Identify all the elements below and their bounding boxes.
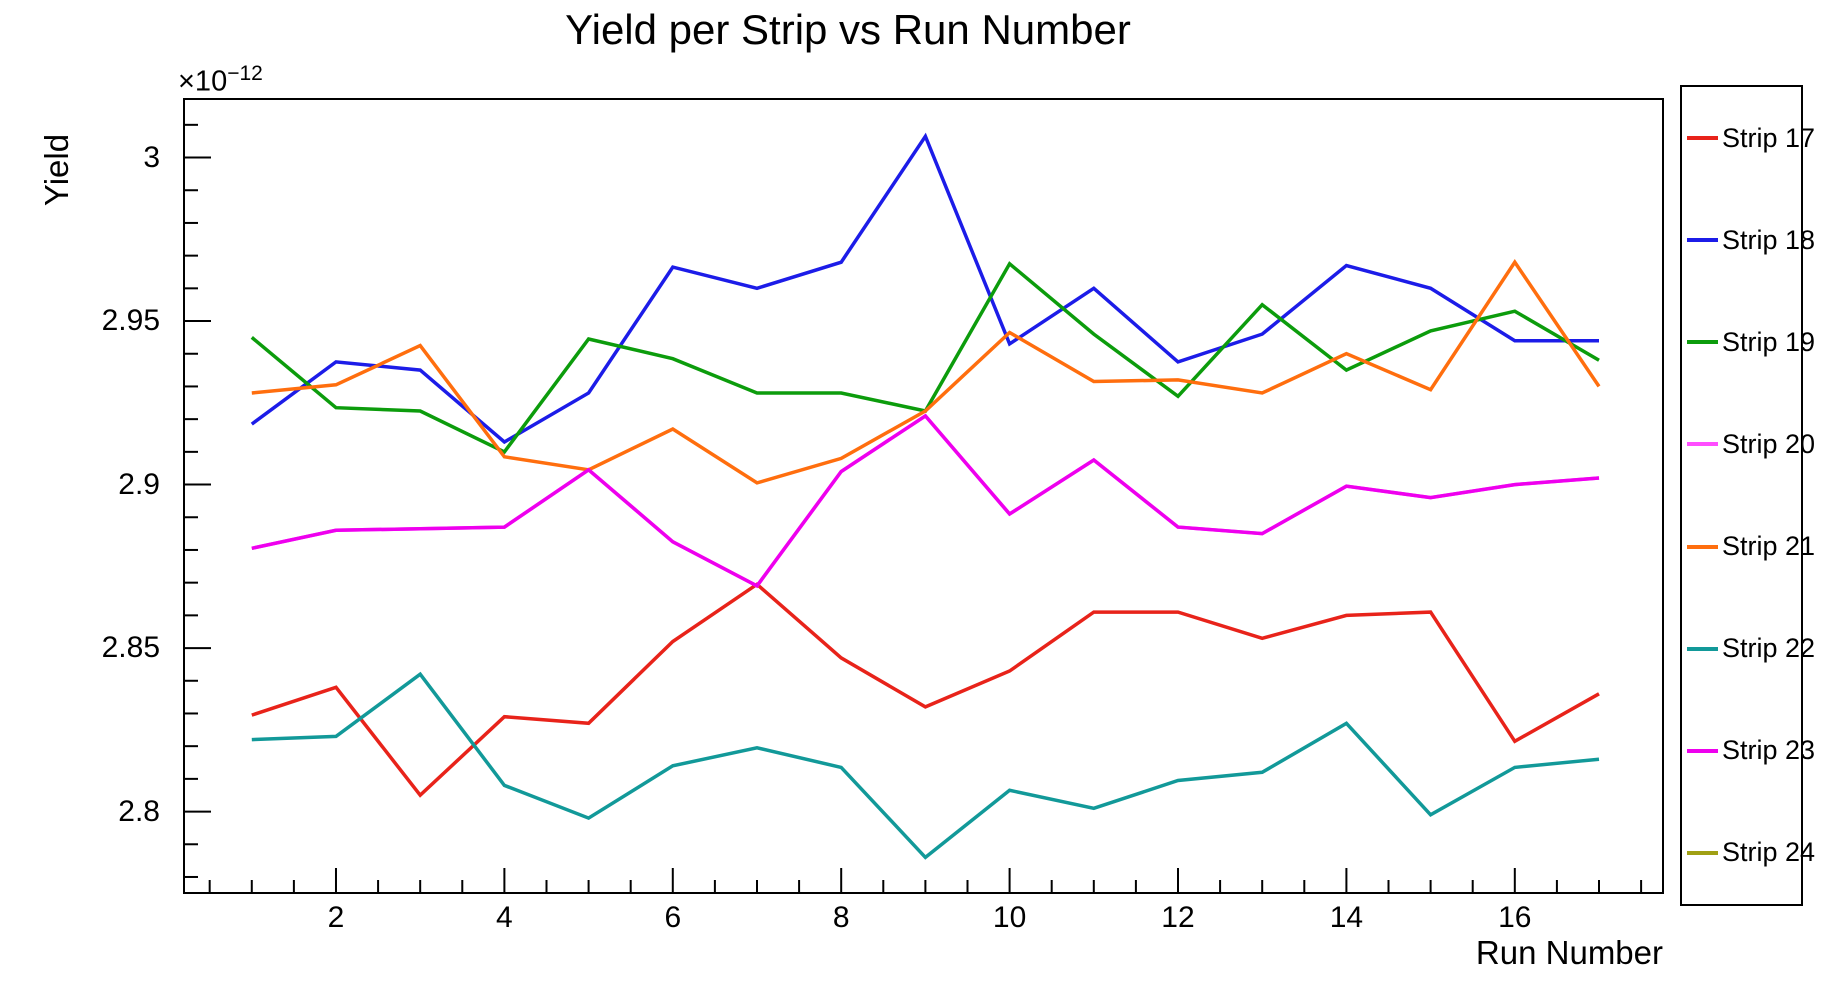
y-tick-label-2.95: 2.95: [101, 304, 160, 338]
series-line-strip-19: [250, 261, 1600, 455]
plot-frame: [183, 98, 1664, 894]
legend-entry-strip-23: Strip 23: [1682, 735, 1815, 766]
legend-line-icon: [1687, 136, 1718, 141]
legend-entry-strip-21: Strip 21: [1682, 531, 1815, 562]
legend-line-icon: [1687, 340, 1718, 345]
series-line-strip-22: [251, 671, 1600, 860]
series-line-strip-20: [251, 413, 1600, 589]
legend-entry-strip-19: Strip 19: [1682, 327, 1815, 358]
legend-line-icon: [1687, 544, 1718, 549]
x-tick-label-16: 16: [1498, 901, 1532, 934]
legend-entry-strip-20: Strip 20: [1682, 429, 1815, 460]
y-tick-label-2.85: 2.85: [101, 631, 160, 665]
chart-title: Yield per Strip vs Run Number: [565, 6, 1131, 53]
y-tick-label-2.8: 2.8: [118, 794, 160, 828]
legend-label: Strip 19: [1722, 326, 1816, 357]
x-tick-label-6: 6: [664, 901, 682, 934]
series-line-strip-18: [250, 132, 1599, 445]
legend-line-icon: [1687, 238, 1718, 243]
y-tick-label-3: 3: [143, 140, 160, 174]
legend: Strip 17 Strip 18 Strip 19 Strip 20 Strip 21…: [1680, 85, 1815, 906]
legend-label: Strip 21: [1722, 531, 1816, 562]
legend-entry-strip-22: Strip 22: [1682, 633, 1815, 664]
legend-label: Strip 23: [1722, 735, 1816, 766]
legend-line-icon: [1687, 442, 1718, 447]
legend-line-icon: [1687, 748, 1718, 753]
legend-label: Strip 20: [1722, 428, 1816, 459]
x-tick-label-12: 12: [1161, 901, 1195, 934]
y-tick-label-2.9: 2.9: [118, 467, 160, 501]
x-tick-label-10: 10: [992, 901, 1027, 934]
x-tick-label-4: 4: [496, 901, 513, 934]
x-tick-label-14: 14: [1329, 901, 1364, 934]
legend-label: Strip 17: [1722, 122, 1816, 153]
legend-label: Strip 18: [1722, 224, 1816, 255]
y-exponent-power: −12: [227, 62, 263, 85]
legend-entry-strip-17: Strip 17: [1682, 123, 1815, 154]
y-axis-exponent: ×10−12: [178, 62, 263, 99]
legend-line-icon: [1687, 850, 1718, 855]
legend-entry-strip-24: Strip 24: [1682, 837, 1815, 868]
series-line-strip-17: [251, 582, 1600, 798]
y-exponent-prefix: ×10: [178, 65, 228, 98]
legend-label: Strip 22: [1722, 633, 1816, 664]
x-axis-title: Run Number: [1475, 934, 1663, 971]
legend-line-icon: [1687, 646, 1718, 651]
x-tick-label-8: 8: [832, 901, 850, 934]
legend-label: Strip 24: [1722, 837, 1816, 868]
series-line-strip-23: [251, 413, 1600, 589]
x-tick-label-2: 2: [327, 901, 345, 934]
series-line-strip-21: [251, 259, 1601, 485]
legend-entry-strip-18: Strip 18: [1682, 225, 1815, 256]
